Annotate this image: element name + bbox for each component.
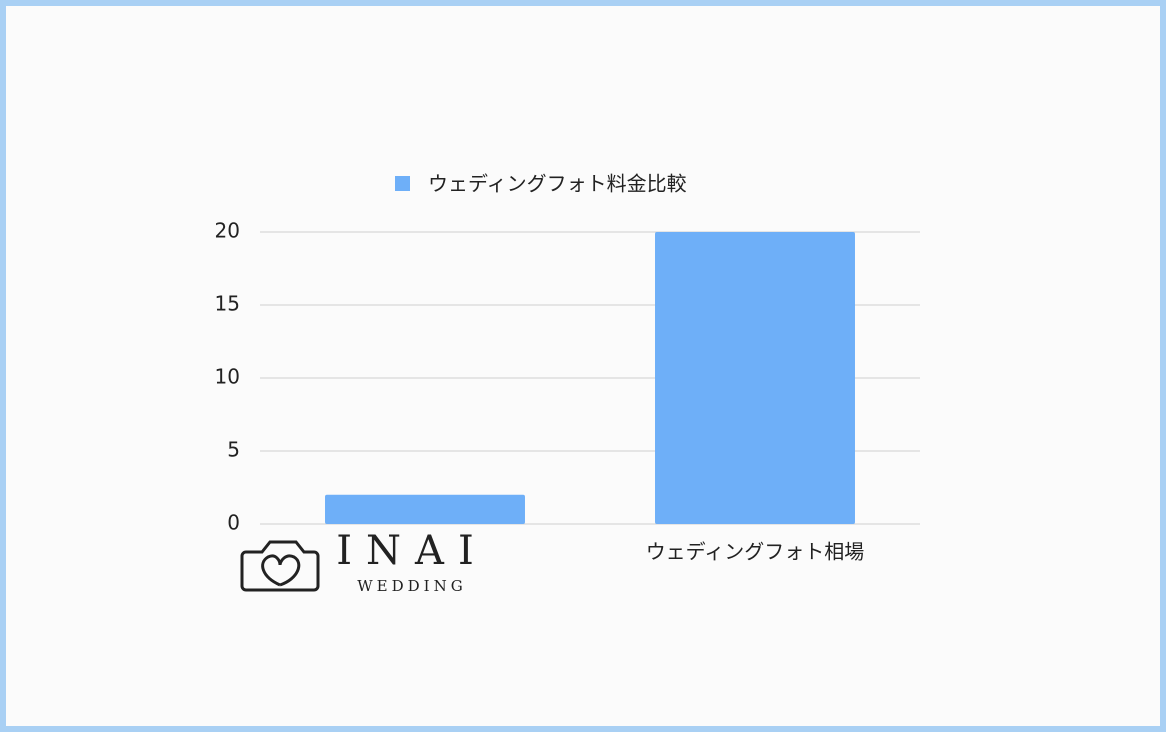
y-tick-label: 0 — [227, 511, 240, 535]
legend-swatch — [395, 176, 410, 191]
bar — [325, 494, 525, 524]
logo-title: INAI — [336, 528, 488, 574]
x-tick-label: ウェディングフォト相場 — [646, 540, 865, 564]
y-tick-label: 15 — [215, 292, 240, 316]
y-tick-label: 20 — [215, 219, 240, 243]
y-tick-label: 10 — [215, 365, 240, 389]
logo-subtitle: WEDDING — [357, 577, 466, 595]
bar — [655, 232, 855, 524]
y-tick-label: 5 — [227, 438, 240, 462]
logo-icon — [240, 540, 320, 592]
legend-label: ウェディングフォト料金比較 — [428, 172, 687, 196]
